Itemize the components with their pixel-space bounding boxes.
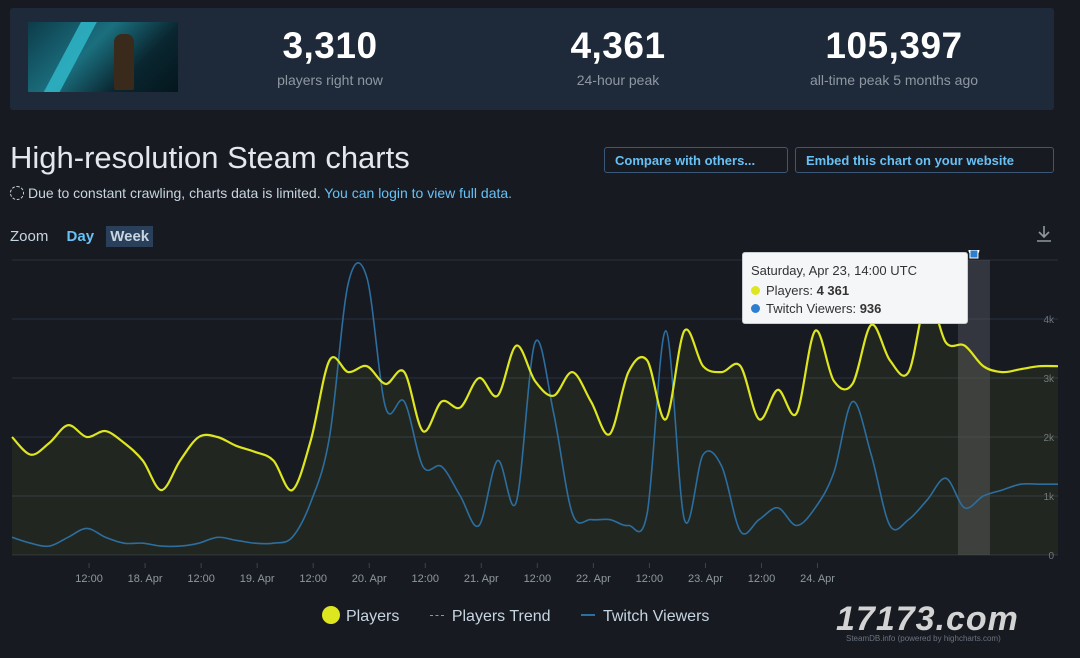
y-tick-label: 1k <box>1043 492 1055 503</box>
tooltip-players-label: Players: <box>766 283 813 298</box>
game-thumbnail[interactable] <box>28 22 178 92</box>
x-tick-label: 12:00 <box>636 573 664 585</box>
x-axis-labels: 12:00 18. Apr 12:00 19. Apr 12:00 20. Apr 12:0… <box>75 563 835 585</box>
x-tick-label: 12:00 <box>524 573 552 585</box>
stat-label: all-time peak 5 months ago <box>809 72 979 88</box>
chart-series <box>11 262 1059 555</box>
stat-value: 3,310 <box>282 25 378 66</box>
chart-tooltip: Saturday, Apr 23, 14:00 UTC Players: 4 3… <box>742 252 968 324</box>
legend-label: Players <box>346 608 400 625</box>
x-tick-label: 12:00 <box>75 573 103 585</box>
tooltip-players-value: 4 361 <box>816 283 850 298</box>
y-tick-label: 2k <box>1043 433 1055 444</box>
x-tick-label: 12:00 <box>411 573 439 585</box>
chart-legend: Players Players Trend Twitch Viewers <box>322 606 735 628</box>
player-count-chart[interactable]: 0 1k 2k 3k 4k 12:00 18. Apr 12:00 19. Apr 12:00 2… <box>0 250 1080 600</box>
players-area <box>12 297 1058 555</box>
y-tick-label: 3k <box>1043 374 1055 385</box>
twitch-highlight-marker <box>969 250 979 259</box>
compare-button[interactable]: Compare with others... <box>604 147 788 173</box>
notice-text: Due to constant crawling, charts data is… <box>28 185 321 201</box>
y-tick-label: 0 <box>1048 551 1054 562</box>
watermark-logo: 17173.com <box>836 600 1019 638</box>
legend-item-trend[interactable]: Players Trend <box>429 606 551 628</box>
legend-label: Players Trend <box>451 608 551 625</box>
tooltip-twitch-label: Twitch Viewers: <box>766 301 857 316</box>
players-legend-icon <box>322 606 340 624</box>
y-tick-label: 4k <box>1043 315 1055 326</box>
players-dot-icon <box>751 286 760 295</box>
zoom-controls: Zoom Day Week <box>10 226 154 247</box>
legend-label: Twitch Viewers <box>602 608 710 625</box>
data-limit-notice: Due to constant crawling, charts data is… <box>10 185 512 201</box>
x-tick-label: 18. Apr <box>128 573 163 585</box>
x-tick-label: 21. Apr <box>464 573 499 585</box>
chart-grid <box>12 259 1058 556</box>
stat-all-time-peak: 105,397 all-time peak 5 months ago <box>784 25 1004 89</box>
page-title: High-resolution Steam charts <box>10 140 410 175</box>
players-line <box>11 296 1059 492</box>
legend-item-twitch[interactable]: Twitch Viewers <box>580 606 710 628</box>
loading-icon <box>10 186 24 200</box>
stat-current-players: 3,310 players right now <box>220 25 440 89</box>
tooltip-twitch-value: 936 <box>859 301 882 316</box>
zoom-label: Zoom <box>10 228 49 245</box>
download-icon[interactable] <box>1034 224 1054 244</box>
y-axis-labels: 0 1k 2k 3k 4k <box>1043 315 1055 562</box>
zoom-day-button[interactable]: Day <box>66 228 95 245</box>
stats-header: 3,310 players right now 4,361 24-hour pe… <box>10 8 1054 110</box>
x-tick-label: 12:00 <box>299 573 327 585</box>
twitch-legend-icon <box>580 614 595 616</box>
x-tick-label: 22. Apr <box>576 573 611 585</box>
x-tick-label: 24. Apr <box>800 573 835 585</box>
stat-value: 105,397 <box>825 25 963 66</box>
x-tick-label: 20. Apr <box>352 573 387 585</box>
x-tick-label: 12:00 <box>187 573 215 585</box>
twitch-viewers-line <box>11 262 1058 548</box>
legend-item-players[interactable]: Players <box>322 606 399 628</box>
embed-chart-button[interactable]: Embed this chart on your website <box>795 147 1054 173</box>
tooltip-title: Saturday, Apr 23, 14:00 UTC <box>751 263 917 278</box>
zoom-week-button[interactable]: Week <box>106 226 154 247</box>
chart-markers <box>968 250 980 259</box>
x-tick-label: 12:00 <box>748 573 776 585</box>
stat-label: 24-hour peak <box>576 72 660 88</box>
twitch-dot-icon <box>751 304 760 313</box>
login-link[interactable]: You can login to view full data. <box>324 185 513 201</box>
stat-24h-peak: 4,361 24-hour peak <box>508 25 728 89</box>
x-tick-label: 23. Apr <box>688 573 723 585</box>
tooltip-twitch-row: Twitch Viewers: 936 <box>751 299 959 319</box>
stat-label: players right now <box>277 72 383 88</box>
stat-value: 4,361 <box>570 25 666 66</box>
chart-credit: SteamDB.info (powered by highcharts.com) <box>846 634 1001 643</box>
trend-legend-icon <box>429 615 444 616</box>
x-tick-label: 19. Apr <box>240 573 275 585</box>
tooltip-players-row: Players: 4 361 <box>751 281 959 301</box>
